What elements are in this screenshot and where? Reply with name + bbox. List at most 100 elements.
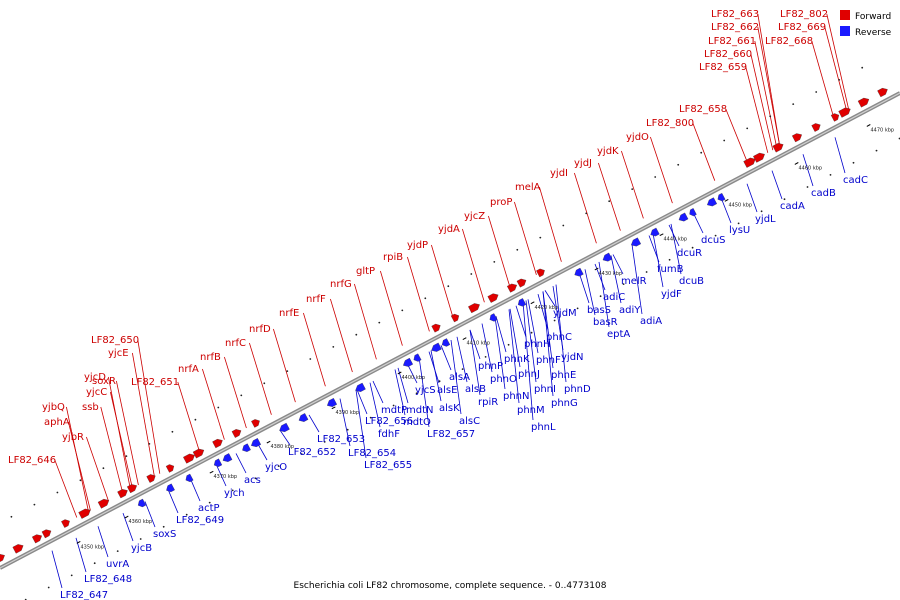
tick-label: 4380 kbp <box>271 444 295 450</box>
reverse-gene-arrow <box>707 197 718 207</box>
label-connector <box>544 290 556 307</box>
forward-gene-arrow <box>791 133 802 143</box>
gene-label-fumb: fumB <box>657 264 684 275</box>
gene-label-alsa: alsA <box>449 372 470 383</box>
label-connector <box>508 309 520 404</box>
gene-label-yjco: yjcO <box>265 462 287 473</box>
tick-mark <box>530 301 535 305</box>
guide-dot <box>401 309 404 312</box>
guide-dot <box>309 358 312 360</box>
label-connector <box>598 261 610 328</box>
guide-dot <box>861 66 864 69</box>
tick-mark <box>76 540 81 544</box>
label-connector <box>598 162 621 231</box>
gene-label-phnh: phnH <box>524 339 551 350</box>
guide-dot <box>378 321 381 324</box>
tick-label-layer: 4350 kbp 4360 kbp 4370 kbp 4380 kbp 4390 kbp… <box>76 124 895 550</box>
gene-label-phnd: phnD <box>564 384 591 395</box>
label-connector <box>108 376 131 490</box>
reverse-gene-arrow <box>413 353 422 362</box>
reverse-gene-arrow <box>441 338 451 347</box>
label-connector <box>354 283 377 360</box>
gene-label-adic: adiC <box>603 292 625 303</box>
guide-dot <box>10 515 13 518</box>
label-connector <box>745 66 769 153</box>
tick-label: 4440 kbp <box>664 237 688 243</box>
forward-gene-arrow <box>830 113 840 122</box>
forward-gene-arrow <box>772 143 784 153</box>
label-connector <box>771 170 783 200</box>
gene-label-alsb: alsB <box>465 384 486 395</box>
label-connector <box>650 136 673 204</box>
tick-label: 4390 kbp <box>336 410 360 416</box>
forward-gene-arrow <box>31 534 42 544</box>
forward-gene-arrow <box>126 484 137 494</box>
label-connector <box>757 13 781 147</box>
forward-gene-arrow <box>536 268 545 278</box>
gene-label-alsk: alsK <box>439 403 460 414</box>
guide-dot <box>208 501 211 504</box>
reverse-gene-arrow <box>650 227 660 237</box>
reverse-gene-arrow <box>251 438 262 447</box>
gene-label-gltp: gltP <box>356 266 375 277</box>
tick-mark <box>209 470 214 474</box>
label-connector <box>537 293 549 331</box>
guide-dot <box>815 91 818 93</box>
guide-dot <box>240 394 243 397</box>
reverse-gene-arrow <box>137 498 147 508</box>
gene-label-yjch: yjch <box>224 488 245 499</box>
guide-dot <box>415 392 418 395</box>
gene-label-yjdk: yjdK <box>597 146 619 157</box>
label-connector <box>594 263 606 291</box>
gene-label-nrfe: nrfE <box>279 308 299 319</box>
label-connector <box>824 26 848 112</box>
label-connector <box>621 150 644 219</box>
label-connector <box>355 390 367 459</box>
label-connector <box>456 336 468 383</box>
forward-gene-arrow <box>468 303 480 314</box>
guide-dot <box>93 562 96 565</box>
gene-label-bass: basS <box>587 305 611 316</box>
tick-label: 4470 kbp <box>871 127 895 133</box>
label-connector <box>692 212 704 234</box>
gene-label-yjcb: yjcB <box>131 543 152 554</box>
guide-dot <box>700 151 703 154</box>
reverse-gene-arrow <box>689 208 697 217</box>
guide-dot <box>645 271 648 273</box>
gene-label-lf82-656: LF82_656 <box>365 416 413 427</box>
guide-dot <box>323 441 326 443</box>
gene-label-lf82-646: LF82_646 <box>8 455 56 466</box>
guide-dot <box>631 188 634 191</box>
reverse-gene-arrow <box>489 313 498 322</box>
label-connector <box>144 501 156 528</box>
gene-label-soxr: soxR <box>92 376 116 387</box>
reverse-gene-arrow <box>678 212 689 222</box>
reverse-gene-arrow <box>403 357 414 367</box>
forward-gene-arrow <box>431 323 441 333</box>
guide-dot <box>539 236 542 239</box>
guide-dot <box>783 198 786 201</box>
label-connector <box>584 269 596 316</box>
label-connector <box>428 351 440 384</box>
gene-label-phne: phnE <box>551 370 576 381</box>
gene-label-yjcz: yjcZ <box>464 211 485 222</box>
guide-dot <box>668 258 671 261</box>
guide-dot <box>139 538 142 540</box>
guide-dot <box>838 79 841 81</box>
label-connector <box>450 339 462 415</box>
label-connector <box>494 316 506 390</box>
label-connector <box>372 380 384 404</box>
guide-dot <box>392 404 395 407</box>
label-connector <box>177 381 201 453</box>
gene-label-lf82-668: LF82_668 <box>765 36 813 47</box>
label-connector <box>826 13 850 111</box>
guide-dot <box>447 285 450 288</box>
gene-label-nrfc: nrfC <box>225 338 246 349</box>
guide-dot <box>654 176 657 178</box>
label-connector <box>339 398 351 447</box>
forward-gene-arrow <box>41 529 52 539</box>
gene-label-yjdn: yjdN <box>561 352 584 363</box>
label-connector <box>515 305 527 338</box>
gene-label-rpib: rpiB <box>383 252 403 263</box>
legend-reverse-label: Reverse <box>855 28 892 38</box>
